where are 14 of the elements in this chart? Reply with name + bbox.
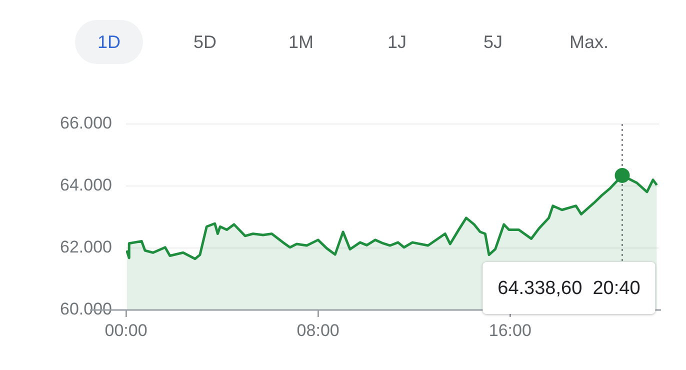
text: 1D — [75, 20, 143, 64]
y-tick-label: 64.000 — [60, 176, 112, 195]
annotation: 64.338,60 20:40 — [498, 278, 640, 300]
x-tick-label: 00:00 — [104, 320, 148, 340]
text: 1J — [386, 31, 408, 54]
text: Max. — [568, 31, 610, 54]
text: 5J — [482, 31, 504, 54]
y-tick-label: 60.000 — [60, 300, 112, 319]
y-tick-label: 66.000 — [60, 114, 112, 133]
y-tick-label: 62.000 — [60, 238, 112, 257]
x-tick-label: 16:00 — [488, 320, 532, 340]
x-tick-label: 08:00 — [296, 320, 340, 340]
text: 5D — [192, 31, 218, 54]
text: 1M — [287, 31, 314, 54]
